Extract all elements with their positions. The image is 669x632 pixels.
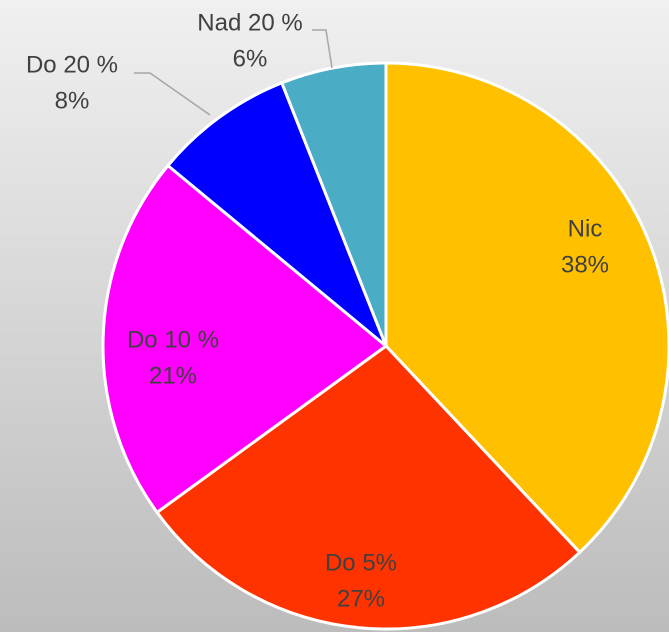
value-label: 6% [233, 45, 268, 72]
value-label: 21% [149, 362, 197, 389]
leader-line [134, 72, 211, 116]
pie-slice [279, 61, 388, 347]
pie-slice [154, 344, 582, 631]
slice-label: Nad 20 % [197, 9, 302, 36]
pie-slice [101, 163, 389, 515]
slice-label: Do 20 % [26, 51, 118, 78]
leader-line [312, 29, 333, 69]
pie-slice [165, 80, 388, 348]
value-label: 38% [561, 251, 609, 278]
slice-label: Nic [568, 215, 603, 242]
slice-label: Do 10 % [127, 326, 219, 353]
value-label: 8% [55, 87, 90, 114]
value-label: 27% [337, 585, 385, 612]
slice-label: Do 5% [325, 549, 397, 576]
pie-slice [384, 61, 669, 555]
